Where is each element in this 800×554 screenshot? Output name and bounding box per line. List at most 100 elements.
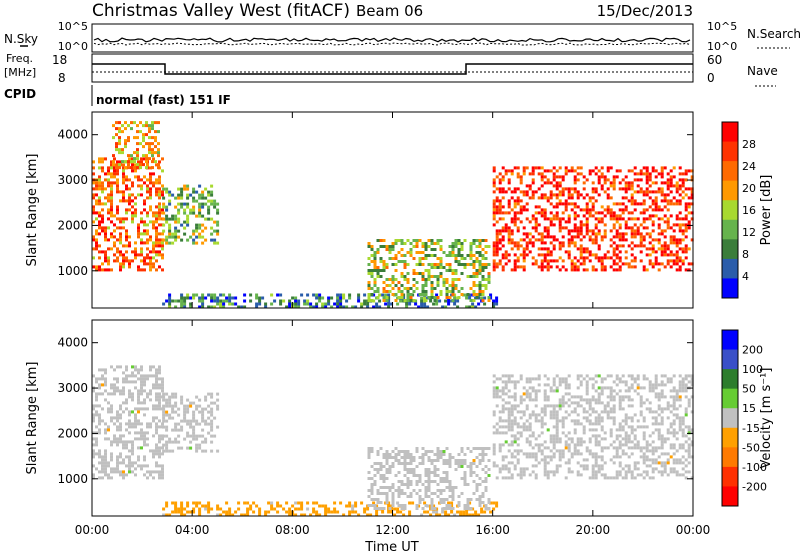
radar-cell bbox=[155, 452, 158, 456]
radar-cell bbox=[525, 428, 529, 432]
radar-cell bbox=[642, 425, 646, 429]
radar-cell bbox=[669, 467, 673, 471]
radar-cell bbox=[531, 470, 535, 474]
radar-cell bbox=[155, 386, 158, 390]
radar-cell bbox=[131, 217, 134, 221]
radar-cell bbox=[396, 501, 400, 505]
radar-cell bbox=[423, 296, 427, 300]
radar-cell bbox=[430, 263, 434, 266]
radar-cell bbox=[180, 501, 184, 505]
radar-cell bbox=[543, 473, 547, 477]
radar-cell bbox=[600, 458, 604, 462]
radar-cell bbox=[406, 462, 410, 465]
radar-cell bbox=[385, 284, 389, 287]
radar-cell bbox=[354, 510, 358, 514]
radar-cell bbox=[456, 305, 460, 309]
radar-cell bbox=[152, 181, 155, 185]
radar-cell bbox=[406, 281, 410, 284]
radar-cell bbox=[149, 181, 152, 185]
radar-cell bbox=[588, 199, 592, 203]
radar-cell bbox=[385, 296, 389, 299]
radar-cell bbox=[388, 257, 392, 260]
radar-cell bbox=[104, 473, 107, 477]
radar-cell bbox=[297, 501, 301, 505]
radar-cell bbox=[376, 498, 380, 501]
radar-cell bbox=[128, 244, 131, 248]
radar-cell bbox=[525, 437, 529, 441]
radar-cell bbox=[397, 495, 401, 498]
radar-cell bbox=[475, 483, 479, 486]
radar-cell bbox=[447, 501, 451, 505]
radar-cell bbox=[107, 166, 110, 170]
radar-cell bbox=[161, 476, 164, 480]
radar-cell bbox=[669, 410, 673, 414]
radar-cell bbox=[457, 251, 461, 254]
colorbar-frame bbox=[721, 329, 739, 507]
radar-cell bbox=[309, 305, 313, 309]
radar-cell bbox=[507, 389, 511, 393]
radar-cell bbox=[522, 166, 526, 170]
radar-cell bbox=[531, 172, 535, 176]
radar-cell bbox=[576, 247, 580, 251]
radar-cell bbox=[309, 513, 313, 517]
radar-cell bbox=[444, 510, 448, 514]
radar-cell bbox=[140, 178, 143, 182]
radar-cell bbox=[113, 434, 116, 438]
radar-cell bbox=[183, 202, 187, 206]
radar-cell bbox=[558, 184, 562, 188]
radar-cell bbox=[367, 269, 371, 272]
radar-cell bbox=[420, 302, 424, 306]
radar-cell bbox=[192, 205, 196, 209]
radar-cell bbox=[528, 241, 532, 245]
radar-cell bbox=[588, 238, 592, 242]
radar-cell bbox=[666, 428, 670, 432]
radar-cell bbox=[390, 507, 394, 511]
radar-cell bbox=[189, 404, 193, 408]
colorbar-segment bbox=[722, 141, 738, 162]
radar-cell bbox=[110, 232, 113, 236]
radar-cell bbox=[403, 507, 407, 510]
radar-cell bbox=[131, 443, 134, 447]
radar-cell bbox=[134, 169, 137, 173]
radar-cell bbox=[192, 419, 196, 423]
radar-cell bbox=[460, 272, 464, 275]
radar-cell bbox=[136, 142, 139, 146]
radar-cell bbox=[624, 470, 628, 474]
radar-cell bbox=[591, 253, 595, 257]
radar-cell bbox=[442, 462, 446, 465]
radar-cell bbox=[555, 419, 559, 423]
radar-cell bbox=[385, 248, 389, 251]
radar-cell bbox=[633, 256, 637, 260]
radar-cell bbox=[348, 504, 352, 508]
radar-cell bbox=[672, 259, 676, 263]
radar-cell bbox=[642, 199, 646, 203]
radar-cell bbox=[149, 193, 152, 197]
radar-cell bbox=[576, 386, 580, 390]
radar-cell bbox=[558, 452, 562, 456]
radar-cell bbox=[131, 365, 134, 369]
radar-cell bbox=[165, 446, 169, 450]
radar-cell bbox=[143, 407, 146, 411]
radar-cell bbox=[397, 504, 401, 507]
radar-cell bbox=[513, 422, 517, 426]
radar-cell bbox=[684, 226, 688, 230]
radar-cell bbox=[107, 268, 110, 272]
nave-label: Nave bbox=[747, 64, 778, 78]
radar-cell bbox=[660, 392, 664, 396]
radar-cell bbox=[546, 476, 550, 480]
radar-cell bbox=[414, 302, 418, 306]
radar-cell bbox=[116, 208, 119, 212]
radar-cell bbox=[516, 259, 520, 263]
radar-cell bbox=[597, 413, 601, 417]
radar-cell bbox=[564, 476, 568, 480]
radar-cell bbox=[522, 413, 526, 417]
x-tick-label: 20:00 bbox=[576, 523, 611, 537]
radar-cell bbox=[603, 208, 607, 212]
radar-cell bbox=[567, 449, 571, 453]
radar-cell bbox=[585, 383, 589, 387]
radar-cell bbox=[387, 305, 391, 309]
radar-cell bbox=[186, 431, 190, 435]
radar-cell bbox=[101, 226, 104, 230]
radar-cell bbox=[621, 398, 625, 402]
radar-cell bbox=[555, 202, 559, 206]
